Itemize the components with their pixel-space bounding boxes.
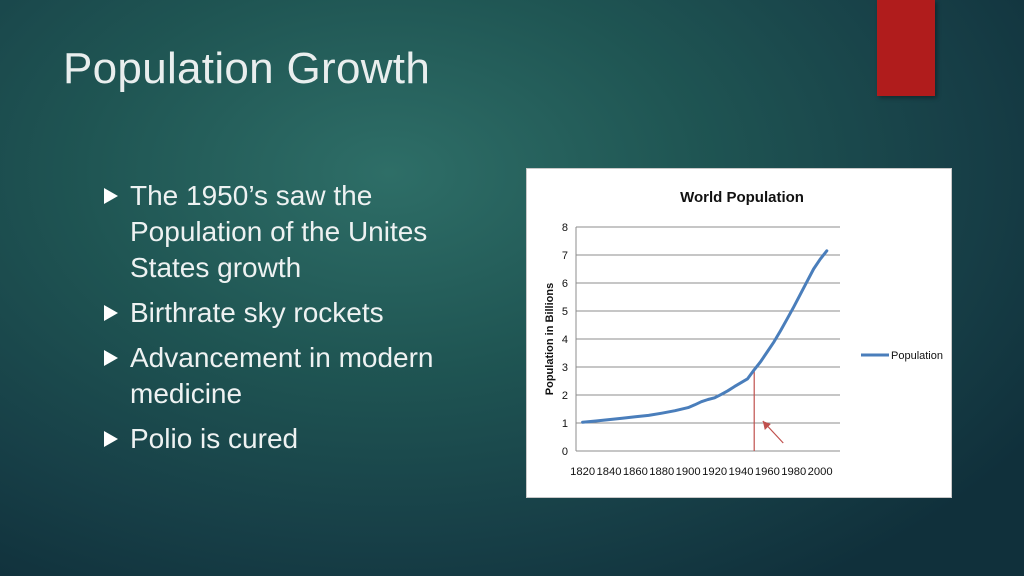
y-tick-label: 7	[562, 250, 568, 262]
x-tick-label: 1840	[597, 466, 622, 478]
y-tick-label: 1	[562, 418, 568, 430]
triangle-bullet-icon	[104, 305, 118, 321]
red-accent-bar	[877, 0, 935, 96]
triangle-bullet-icon	[104, 188, 118, 204]
annotation-arrow-head	[762, 421, 771, 430]
slide-title: Population Growth	[63, 44, 431, 93]
bullet-text: The 1950’s saw the Population of the Uni…	[130, 180, 428, 283]
x-tick-label: 1960	[755, 466, 780, 478]
bullet-item-birthrate: Birthrate sky rockets	[104, 295, 484, 331]
y-tick-label: 2	[562, 390, 568, 402]
x-tick-label: 1860	[623, 466, 648, 478]
bullet-text: Advancement in modern medicine	[130, 342, 434, 409]
x-tick-label: 1820	[570, 466, 595, 478]
bullet-list: The 1950’s saw the Population of the Uni…	[104, 178, 484, 466]
x-tick-label: 1940	[729, 466, 754, 478]
y-axis-title: Population in Billions	[544, 283, 556, 395]
triangle-bullet-icon	[104, 431, 118, 447]
y-tick-label: 3	[562, 362, 568, 374]
bullet-text: Birthrate sky rockets	[130, 297, 384, 328]
y-tick-label: 0	[562, 446, 568, 458]
world-population-chart: World Population 0 1 2 3 4 5 6 7 8 1820 1840 1860 188…	[526, 168, 952, 498]
y-tick-label: 6	[562, 278, 568, 290]
chart-canvas: World Population 0 1 2 3 4 5 6 7 8 1820 1840 1860 188…	[544, 189, 943, 478]
x-tick-label: 1920	[702, 466, 727, 478]
bullet-item-1950s: The 1950’s saw the Population of the Uni…	[104, 178, 484, 286]
bullet-item-polio: Polio is cured	[104, 421, 484, 457]
y-tick-label: 4	[562, 334, 568, 346]
bullet-item-medicine: Advancement in modern medicine	[104, 340, 484, 412]
x-tick-label: 1880	[649, 466, 674, 478]
x-tick-label: 1980	[781, 466, 806, 478]
x-tick-label: 2000	[808, 466, 833, 478]
bullet-text: Polio is cured	[130, 423, 299, 454]
x-tick-label: 1900	[676, 466, 701, 478]
triangle-bullet-icon	[104, 350, 118, 366]
y-tick-label: 8	[562, 222, 568, 234]
legend-label: Population	[891, 350, 943, 362]
chart-title: World Population	[680, 189, 804, 206]
y-tick-label: 5	[562, 306, 568, 318]
series-line-population	[581, 249, 829, 424]
